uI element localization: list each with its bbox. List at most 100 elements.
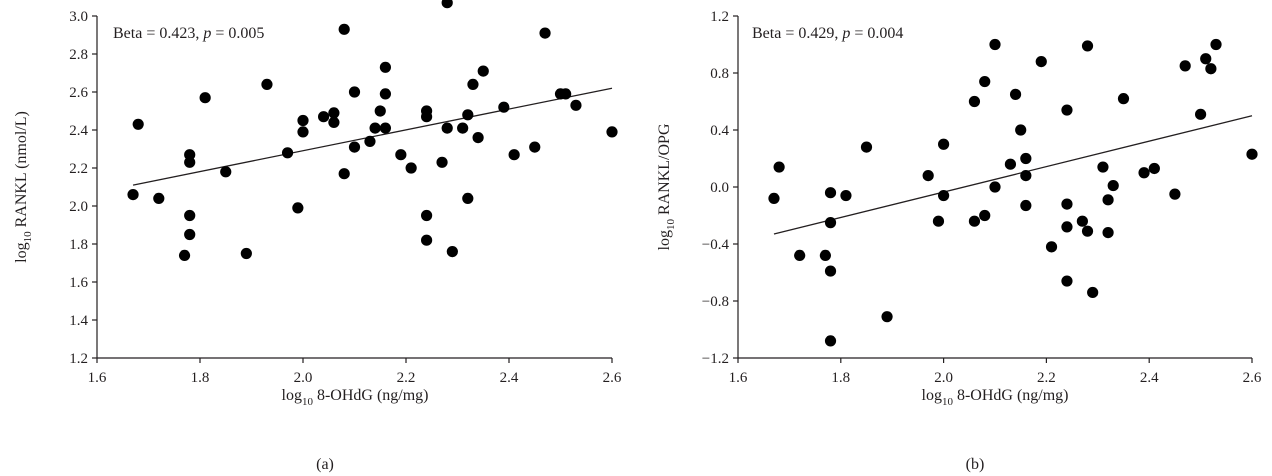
panel-a-data-point <box>472 132 484 144</box>
panel-b-data-point <box>773 161 785 173</box>
panel-a-data-point <box>477 65 489 77</box>
panel-b-data-point <box>1045 241 1058 253</box>
panel-a-y-tick-label: 1.2 <box>69 351 88 367</box>
panel-b-x-tick-label: 2.4 <box>1140 370 1159 386</box>
panel-b-label: (b) <box>966 456 985 473</box>
panel-b-data-point <box>989 181 1001 193</box>
panel-b-data-point <box>794 249 806 261</box>
panel-b-points <box>768 38 1258 347</box>
panel-a-data-point <box>508 149 520 161</box>
panel-a-data-point <box>462 109 474 121</box>
panel-a-data-point <box>570 99 582 111</box>
panel-a-y-tick-label: 1.4 <box>69 313 88 329</box>
panel-b-data-point <box>1004 158 1017 170</box>
panel-b-data-point <box>768 192 780 204</box>
panel-a-data-point <box>421 111 433 123</box>
panel-b-data-point <box>1061 198 1073 210</box>
panel-a-x-tick-label: 2.0 <box>294 370 313 386</box>
panel-b-data-point <box>1205 63 1217 75</box>
panel-b-y-tick-label: 0.8 <box>710 66 729 82</box>
panel-b-data-point <box>1061 221 1073 233</box>
panel-a-points <box>127 0 618 261</box>
panel-a-data-point <box>297 126 309 138</box>
panel-b-data-point <box>922 170 934 182</box>
panel-b-data-point <box>1020 199 1032 212</box>
panel-a-data-point <box>153 192 165 204</box>
panel-b-data-point <box>1061 275 1073 287</box>
panel-b: −1.2 −0.8 −0.4 0.0 0.4 0.8 1.2 1.6 1.8 2.0 2.2 2.4… <box>656 9 1262 473</box>
panel-a-data-point <box>462 192 474 204</box>
panel-b-x-tick-label: 2.6 <box>1243 370 1262 386</box>
panel-a-data-point <box>364 135 376 147</box>
panel-a-data-point <box>467 78 479 90</box>
panel-a-y-tick-label: 2.8 <box>69 47 88 63</box>
panel-a-y-tick-label: 2.0 <box>69 199 88 215</box>
panel-b-data-point <box>1195 108 1207 120</box>
panel-a-x-tick-label: 2.2 <box>397 370 416 386</box>
panel-a: 1.2 1.4 1.6 1.8 2.0 2.2 2.4 2.6 2.8 3.0 1.6 1.8 2.0… <box>13 0 622 473</box>
panel-a-x-tick-label: 2.4 <box>500 370 519 386</box>
panel-b-data-point <box>824 187 837 199</box>
panel-a-data-point <box>292 202 304 214</box>
panel-b-data-point <box>1087 286 1099 299</box>
panel-a-label: (a) <box>316 456 334 473</box>
panel-b-data-point <box>1076 215 1088 227</box>
panel-b-data-point <box>1179 60 1191 72</box>
panel-a-data-point <box>395 149 407 161</box>
panel-a-data-point <box>560 88 572 100</box>
panel-b-data-point <box>932 215 945 227</box>
panel-a-data-point <box>498 101 510 113</box>
panel-b-data-point <box>860 141 873 153</box>
panel-a-x-tick-label: 1.6 <box>88 370 107 386</box>
panel-b-data-point <box>1097 161 1109 173</box>
panel-b-x-tick-label: 1.8 <box>831 370 850 386</box>
panel-a-annotation: Beta = 0.423, p = 0.005 <box>113 25 264 42</box>
panel-b-data-point <box>1020 152 1032 165</box>
panel-a-data-point <box>441 0 453 9</box>
panel-b-data-point <box>979 75 991 88</box>
panel-b-data-point <box>1102 227 1114 239</box>
panel-a-x-tick-label: 2.6 <box>603 370 622 386</box>
panel-b-x-axis-label: log10 8-OHdG (ng/mg) <box>922 387 1069 408</box>
panel-b-y-tick-label: −0.8 <box>702 294 729 310</box>
panel-b-data-point <box>1035 56 1047 68</box>
panel-b-y-tick-label: 0.0 <box>710 180 729 196</box>
panel-b-data-point <box>1009 88 1022 100</box>
panel-b-x-tick-label: 2.0 <box>934 370 953 386</box>
panel-b-x-tick-label: 1.6 <box>729 370 748 386</box>
panel-b-data-point <box>968 95 981 108</box>
panel-b-data-point <box>824 217 837 229</box>
panel-a-data-point <box>199 92 211 104</box>
panel-b-data-point <box>1015 124 1027 136</box>
panel-a-data-point <box>446 246 458 258</box>
panel-a-data-point <box>328 116 340 128</box>
panel-a-data-point <box>127 189 139 201</box>
panel-a-y-axis-label: log10 RANKL (nmol/L) <box>13 111 34 263</box>
panel-b-data-point <box>938 138 950 150</box>
panel-a-data-point <box>421 209 433 222</box>
panel-b-annotation: Beta = 0.429, p = 0.004 <box>752 25 903 42</box>
panel-a-data-point <box>379 122 391 134</box>
panel-b-data-point <box>1138 167 1150 179</box>
panel-a-data-point <box>379 61 391 73</box>
panel-b-y-tick-label: 0.4 <box>710 123 729 139</box>
panel-a-data-point <box>374 105 386 117</box>
panel-a-data-point <box>220 166 232 178</box>
panel-b-x-ticks: 1.6 1.8 2.0 2.2 2.4 2.6 <box>729 358 1262 386</box>
panel-a-y-tick-label: 2.4 <box>69 123 88 139</box>
panel-a-data-point <box>338 168 350 180</box>
panel-b-data-point <box>938 189 950 202</box>
panel-a-data-point <box>318 111 330 123</box>
panel-a-y-tick-label: 1.6 <box>69 275 88 291</box>
panel-b-data-point <box>1169 188 1181 200</box>
panel-a-data-point <box>529 141 541 153</box>
panel-a-y-ticks: 1.2 1.4 1.6 1.8 2.0 2.2 2.4 2.6 2.8 3.0 <box>69 9 97 367</box>
panel-a-data-point <box>297 114 309 127</box>
panel-b-data-point <box>840 189 852 202</box>
panel-a-x-tick-label: 1.8 <box>191 370 210 386</box>
panel-a-data-point <box>421 234 433 246</box>
panel-a-y-tick-label: 1.8 <box>69 237 88 253</box>
panel-b-y-axis-label: log10 RANKL/OPG <box>656 123 677 250</box>
panel-b-y-tick-label: −1.2 <box>702 351 729 367</box>
